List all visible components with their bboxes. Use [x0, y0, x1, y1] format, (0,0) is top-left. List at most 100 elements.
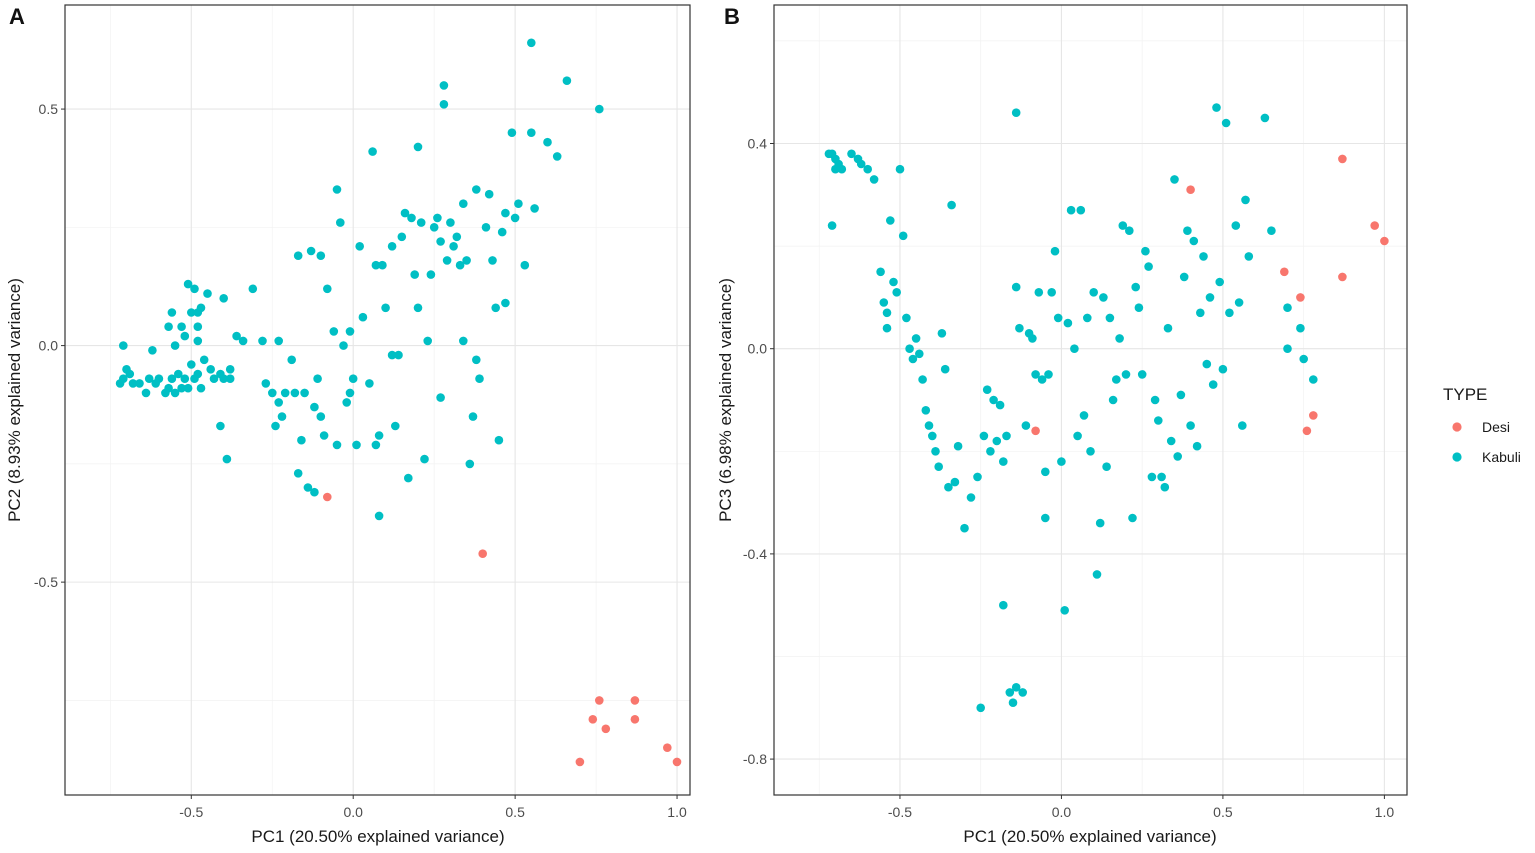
panel-a-point-kabuli — [225, 374, 235, 384]
panel-a-point-kabuli — [164, 322, 173, 332]
panel-a-point-kabuli — [459, 199, 468, 208]
panel-b-point-kabuli — [1057, 457, 1066, 466]
legend: TYPE Desi Kabuli — [1443, 385, 1521, 465]
panel-b-point-kabuli — [1309, 375, 1318, 384]
panel-b-point-kabuli — [1166, 436, 1176, 446]
panel-a-point-kabuli — [527, 38, 536, 48]
panel-a-point-kabuli — [310, 402, 319, 412]
panel-b-point-kabuli — [979, 431, 989, 441]
panel-b-point-kabuli — [1105, 313, 1115, 323]
panel-b-point-kabuli — [1296, 323, 1305, 333]
panel-a-point-kabuli — [316, 251, 326, 260]
panel-b-point-kabuli — [966, 493, 976, 502]
legend-title: TYPE — [1443, 385, 1487, 404]
panel-a-point-kabuli — [329, 327, 339, 336]
panel-b-point-kabuli — [1267, 226, 1276, 235]
panel-a-point-kabuli — [174, 369, 183, 379]
panel-a-point-kabuli — [170, 388, 180, 398]
panel-a-point-kabuli — [387, 242, 397, 251]
panel-a-point-kabuli — [501, 298, 510, 308]
panel-b-point-kabuli — [924, 421, 934, 430]
panel-a-point-kabuli — [387, 350, 397, 360]
panel-a-point-kabuli — [527, 128, 536, 137]
panel-a-point-kabuli — [258, 336, 267, 346]
panel-a-point-kabuli — [491, 303, 501, 313]
panel-b-point-kabuli — [921, 406, 931, 415]
panel-a-point-kabuli — [177, 322, 186, 332]
panel-b-point-kabuli — [986, 447, 995, 456]
panel-b-point-kabuli — [895, 164, 905, 174]
panel-letter-a: A — [9, 4, 25, 29]
panel-a-point-kabuli — [397, 232, 407, 242]
panel-a-point-kabuli — [193, 336, 203, 346]
panel-b-point-kabuli — [915, 349, 924, 359]
panel-a-point-kabuli — [293, 251, 303, 260]
panel-a-point-kabuli — [310, 487, 319, 497]
panel-a-point-kabuli — [342, 398, 352, 407]
panel-b-point-kabuli — [960, 523, 969, 533]
panel-b-point-kabuli — [944, 482, 953, 492]
panel-a-point-kabuli — [365, 379, 374, 388]
panel-a-point-kabuli — [238, 336, 248, 346]
panel-b-point-kabuli — [1102, 462, 1111, 472]
panel-b-x-tick-label: 0.5 — [1213, 804, 1233, 820]
panel-b-point-kabuli — [1112, 375, 1121, 384]
panel-a-point-kabuli — [274, 336, 284, 346]
panel-a-point-kabuli — [442, 256, 452, 265]
panel-a-point-kabuli — [510, 213, 520, 223]
panel-a-y-tick-label: -0.5 — [34, 574, 58, 590]
panel-b-point-kabuli — [950, 477, 960, 487]
panel-a-point-kabuli — [316, 412, 326, 421]
panel-b-point-desi — [1309, 411, 1318, 420]
panel-a-point-kabuli — [439, 81, 449, 90]
panel-b-point-kabuli — [947, 200, 956, 210]
panel-b-point-kabuli — [902, 313, 911, 323]
panel-b-point-kabuli — [863, 164, 872, 174]
panel-b-point-kabuli — [905, 344, 914, 354]
panel-b-point-kabuli — [1047, 288, 1056, 297]
panel-a-point-kabuli — [472, 355, 481, 365]
panel-b-point-kabuli — [1018, 688, 1027, 697]
panel-a-point-kabuli — [206, 365, 215, 374]
panel-a-point-kabuli — [446, 218, 455, 227]
panel-b-point-kabuli — [1121, 370, 1131, 379]
panel-b-x-tick-label: 0.0 — [1052, 804, 1072, 820]
panel-a-point-kabuli — [193, 322, 203, 332]
panel-a-point-kabuli — [352, 440, 361, 450]
panel-a-point-kabuli — [371, 260, 381, 270]
panel-b-x-axis-title: PC1 (20.50% explained variance) — [963, 827, 1216, 846]
panel-b-point-kabuli — [1221, 118, 1231, 128]
panel-b-point-kabuli — [1157, 472, 1166, 482]
panel-b-point-kabuli — [1041, 467, 1050, 477]
panel-b: B -0.5 0.0 0.5 1.0 0.4 0.0 -0.4 -0.8 PC1 (20.50… — [716, 4, 1408, 846]
panel-a-point-kabuli — [177, 383, 186, 393]
panel-a-point-kabuli — [345, 327, 355, 336]
panel-b-point-kabuli — [882, 323, 892, 333]
panel-b-point-kabuli — [1108, 395, 1118, 405]
panel-a-point-kabuli — [514, 199, 523, 208]
panel-a-point-kabuli — [274, 398, 284, 407]
panel-a-point-kabuli — [488, 256, 497, 265]
panel-b-point-kabuli — [1131, 282, 1140, 292]
panel-b-point-kabuli — [1060, 606, 1069, 615]
panel-a-point-kabuli — [332, 185, 342, 194]
panel-a-point-kabuli — [433, 213, 442, 223]
panel-b-point-kabuli — [1134, 303, 1144, 313]
panel-a-point-desi — [478, 549, 488, 558]
panel-a-point-desi — [663, 743, 672, 752]
panel-a-point-kabuli — [374, 431, 384, 440]
panel-a-point-kabuli — [520, 260, 530, 270]
panel-a-point-kabuli — [225, 365, 235, 374]
panel-a-x-tick-label: 0.0 — [343, 804, 363, 820]
panel-a-point-kabuli — [436, 237, 445, 246]
panel-b-point-kabuli — [1160, 482, 1170, 492]
panel-a-point-desi — [588, 715, 598, 724]
panel-a-point-kabuli — [300, 388, 309, 398]
panel-b-y-tick-label: -0.8 — [743, 751, 767, 767]
panel-a-point-kabuli — [404, 473, 413, 483]
panel-a-point-kabuli — [306, 246, 316, 256]
panel-a-point-kabuli — [507, 128, 517, 137]
panel-a-point-kabuli — [391, 421, 400, 431]
panel-b-point-desi — [1370, 221, 1379, 230]
panel-b-point-kabuli — [1283, 303, 1292, 313]
